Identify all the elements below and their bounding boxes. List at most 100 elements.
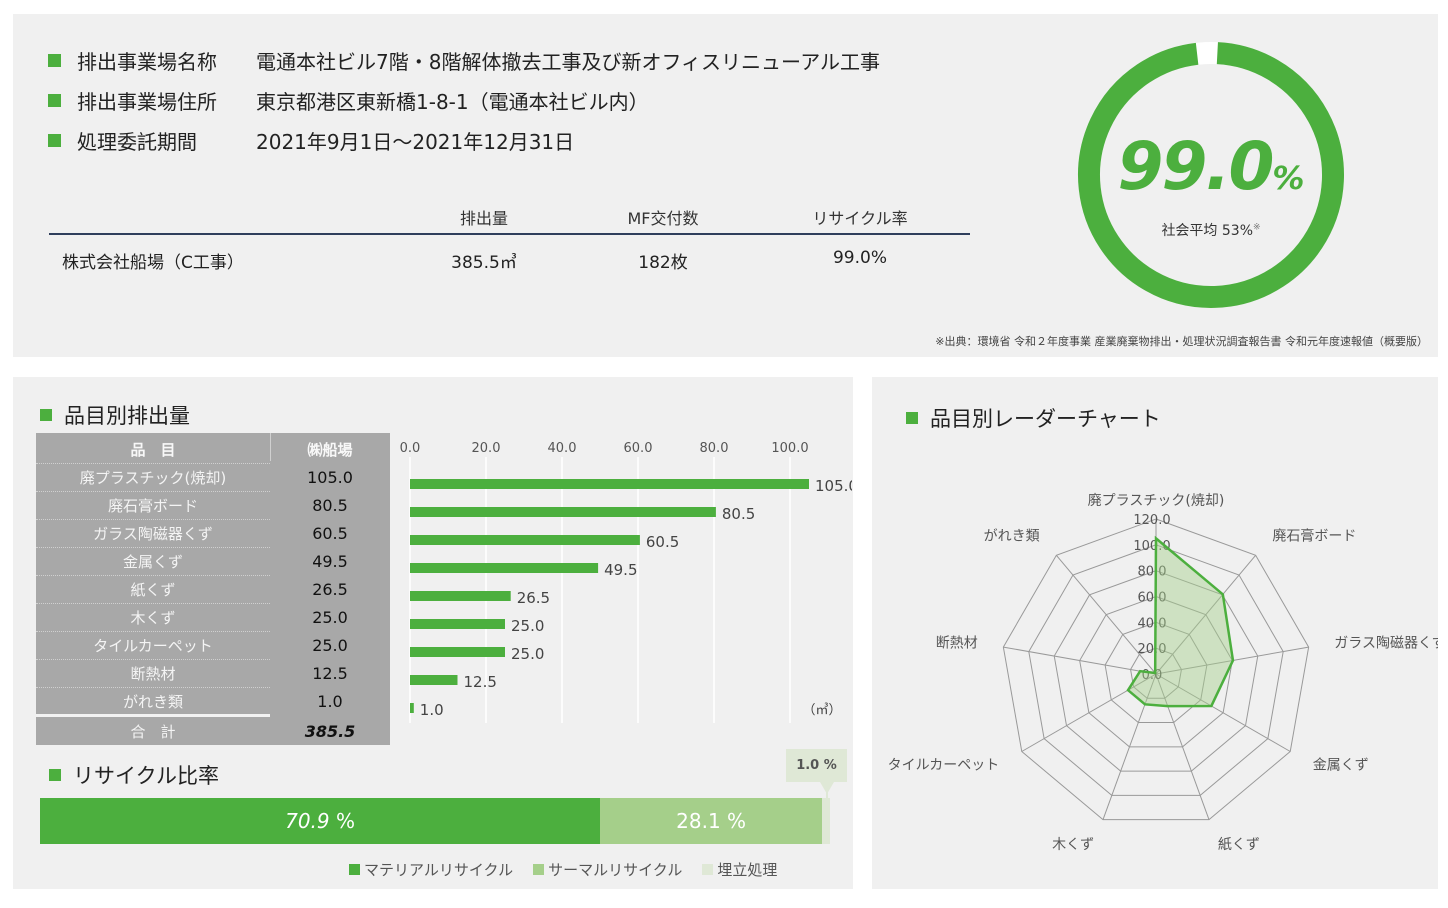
bar [410,507,716,517]
header-separator [270,433,271,461]
bar-value-label: 80.5 [722,505,755,523]
bar-marks: 105.0 80.5 60.5 49.5 26.5 25.0 25.0 12.5 1.0 [410,477,852,719]
items-table-row: 廃石膏ボード 80.5 [36,492,390,520]
items-section-title: 品目別排出量 [40,400,190,430]
items-table-row-value: 80.5 [312,496,348,515]
items-radar-chart: 0.020.040.060.080.0100.0120.0廃プラスチック(焼却)… [888,492,1438,853]
items-table-row: 廃プラスチック(焼却) 105.0 [36,464,390,492]
radar-ring [1053,570,1259,772]
recycle-rate-unit: % [1272,159,1305,197]
bar-value-label: 60.5 [646,533,679,551]
donut-arc [1078,42,1344,308]
items-table-row-name: がれき類 [36,688,270,716]
bar-tick-label: 20.0 [472,441,501,456]
total-divider [36,714,270,717]
radar-category-label: 紙くず [1218,837,1260,853]
bar-grid: 0.0 20.0 40.0 60.0 80.0 100.0 [400,441,809,723]
items-table-row: 断熱材 12.5 [36,660,390,688]
ratio-material-percent: % [335,809,355,833]
bar-value-label: 25.0 [511,617,544,635]
radar-category-label: 廃石膏ボード [1272,527,1356,544]
bar-value-label: 25.0 [511,645,544,663]
items-table-row-value: 26.5 [312,580,348,599]
items-total-value: 385.5 [304,722,356,741]
recycle-rate-big: 99.0% [1076,128,1346,205]
ratio-legend: マテリアルリサイクル サーマルリサイクル 埋立処理 [349,859,797,880]
items-table-row-name: ガラス陶磁器くず [36,520,270,548]
recycle-ratio-bar: 70.9 % 28.1 % [40,798,830,844]
info-value: 東京都港区東新橋1-8-1（電通本社ビル内） [256,90,649,114]
radar-section-title: 品目別レーダーチャート [906,403,1161,433]
radar-spoke [1102,673,1157,820]
ratio-segment-thermal: 28.1 % [600,798,823,844]
recycle-rate-number: 99.0 [1117,128,1275,205]
bar-tick-label: 100.0 [771,441,808,456]
radar-spoke [1155,554,1257,675]
radar-tick-label: 20.0 [1138,642,1167,657]
info-label: 処理委託期間 [77,130,197,154]
bar-tick-label: 0.0 [400,441,421,456]
items-table-row-name: 廃プラスチック(焼却) [36,464,270,492]
items-table: 品 目 ㈱船場 廃プラスチック(焼却) 105.0 廃石膏ボード 80.5 ガラス陶磁器… [36,433,390,745]
summary-recycle-rate-value: 99.0% [832,248,887,268]
radar-section-title-text: 品目別レーダーチャート [930,407,1161,431]
radar-category-label: 廃プラスチック(焼却) [1088,492,1225,509]
info-row-site-name: 排出事業場名称 電通本社ビル7階・8階解体撤去工事及び新オフィスリニューアル工事 [48,46,880,75]
source-note: ※出典：環境省 令和２年度事業 産業廃棄物排出・処理状況調査報告書 令和元年度速… [935,335,1428,348]
radar-ring [1130,647,1182,699]
bar [410,563,599,573]
items-table-row-name: 断熱材 [36,660,270,688]
radar-grid: 0.020.040.060.080.0100.0120.0廃プラスチック(焼却)… [888,492,1438,853]
ratio-material-value: 70.9 [285,809,330,833]
bar-value-label: 26.5 [517,589,550,607]
radar-category-label: 木くず [1052,837,1094,853]
bullet-square-icon [48,54,61,67]
radar-category-label: がれき類 [984,528,1040,544]
summary-divider [49,233,970,235]
radar-ring [1002,518,1310,821]
radar-category-label: ガラス陶磁器くず [1334,636,1438,652]
items-table-row: ガラス陶磁器くず 60.5 [36,520,390,548]
items-bar-chart: 0.0 20.0 40.0 60.0 80.0 100.0 105.0 80.5 60.5 49… [400,441,852,723]
info-label: 排出事業場名称 [77,50,217,74]
items-table-row-name: 紙くず [36,576,270,604]
bar [410,591,511,601]
items-table-row: 木くず 25.0 [36,604,390,632]
legend-swatch [533,864,545,875]
bar-value-label: 105.0 [815,477,852,495]
items-table-row-name: タイルカーペット [36,632,270,660]
ratio-section-title: リサイクル比率 [49,760,219,790]
legend-label: マテリアルリサイクル [364,861,514,879]
social-average-note-mark: ※ [1253,222,1261,233]
radar-spoke [1155,673,1210,820]
items-table-row: タイルカーペット 25.0 [36,632,390,660]
items-table-header: 品 目 ㈱船場 [36,436,390,464]
legend-item-landfill: 埋立処理 [702,859,777,880]
items-table-row-name: 木くず [36,604,270,632]
summary-header-manifest: MF交付数 [627,209,699,228]
summary-emission-value: 385.5㎥ [451,253,517,273]
items-table-row-value: 1.0 [317,692,343,711]
summary-header-recycle-rate: リサイクル率 [812,209,908,228]
items-table-row-value: 105.0 [307,468,353,487]
summary-header-emission: 排出量 [459,209,508,228]
bar-tick-label: 80.0 [700,441,729,456]
info-value: 2021年9月1日〜2021年12月31日 [256,130,575,154]
bar-value-label: 49.5 [604,561,637,579]
radar-ring [1104,621,1208,724]
items-table-row-value: 49.5 [312,552,348,571]
bar [410,479,809,489]
bullet-square-icon [48,134,61,147]
radar-series-area [1126,535,1235,708]
bar-value-label: 1.0 [420,701,444,719]
radar-spoke [1055,554,1157,675]
social-average-label: 社会平均 53% [1161,223,1254,239]
radar-ring [1079,595,1233,748]
recycle-rate-donut [1078,42,1344,308]
legend-label: サーマルリサイクル [548,861,683,879]
items-table-header-value: ㈱船場 [307,441,353,459]
radar-category-label: 断熱材 [936,636,978,652]
items-table-row-value: 12.5 [312,664,348,683]
bar-value-label: 12.5 [464,673,497,691]
bullet-square-icon [49,769,61,781]
